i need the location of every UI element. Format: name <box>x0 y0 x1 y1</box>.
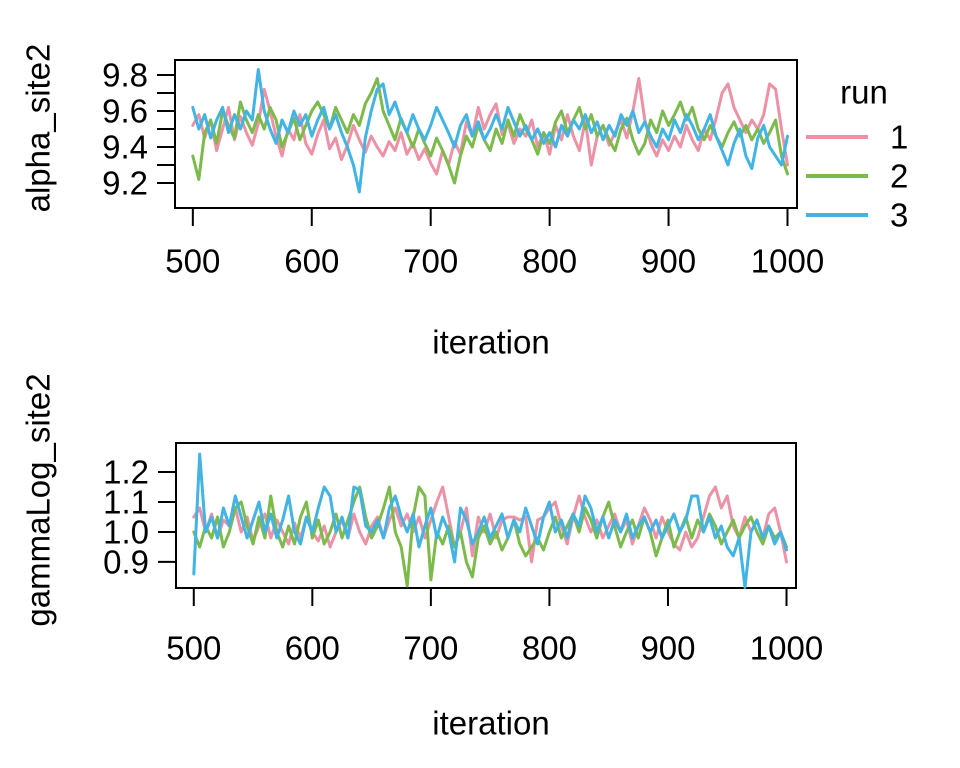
y-axis-title-alpha-site2: alpha_site2 <box>19 43 57 213</box>
x-tick-label: 700 <box>403 242 459 280</box>
x-axis-title-top-iteration: iteration <box>432 323 550 361</box>
trace-line-run-3 <box>191 68 789 194</box>
x-tick-label: 500 <box>165 242 221 280</box>
y-tick-label: 1.0 <box>103 513 149 551</box>
legend-title: run <box>840 73 888 111</box>
trace-line-run-1 <box>191 77 789 176</box>
y-tick-label: 9.8 <box>102 56 148 94</box>
y-tick-label: 9.2 <box>102 164 148 202</box>
x-tick-label: 1000 <box>749 629 824 667</box>
y-tick-label: 1.1 <box>103 483 149 521</box>
x-tick-label: 700 <box>403 629 459 667</box>
x-tick-label: 800 <box>522 242 578 280</box>
x-tick-label: 900 <box>641 242 697 280</box>
x-tick-label: 600 <box>284 242 340 280</box>
plot-box-panel-1 <box>175 442 797 589</box>
y-tick-label: 1.2 <box>103 453 149 491</box>
trace-line-run-3 <box>192 452 788 589</box>
x-tick-label: 1000 <box>750 242 825 280</box>
legend-entry-label-run-2: 2 <box>890 157 909 195</box>
y-tick-label: 9.6 <box>102 92 148 130</box>
x-axis-title-bottom-iteration: iteration <box>432 704 550 742</box>
plot-box-panel-0 <box>174 59 798 209</box>
trace-line-run-1 <box>192 485 788 564</box>
y-axis-title-gammalog-site2: gammaLog_site2 <box>19 373 57 627</box>
legend-entry-label-run-1: 1 <box>890 118 909 156</box>
trace-line-run-2 <box>192 485 788 588</box>
x-tick-label: 800 <box>521 629 577 667</box>
y-tick-label: 0.9 <box>103 543 149 581</box>
x-tick-label: 500 <box>166 629 222 667</box>
legend-entry-label-run-3: 3 <box>890 196 909 234</box>
y-tick-label: 9.4 <box>102 128 148 166</box>
x-tick-label: 900 <box>640 629 696 667</box>
x-tick-label: 600 <box>284 629 340 667</box>
